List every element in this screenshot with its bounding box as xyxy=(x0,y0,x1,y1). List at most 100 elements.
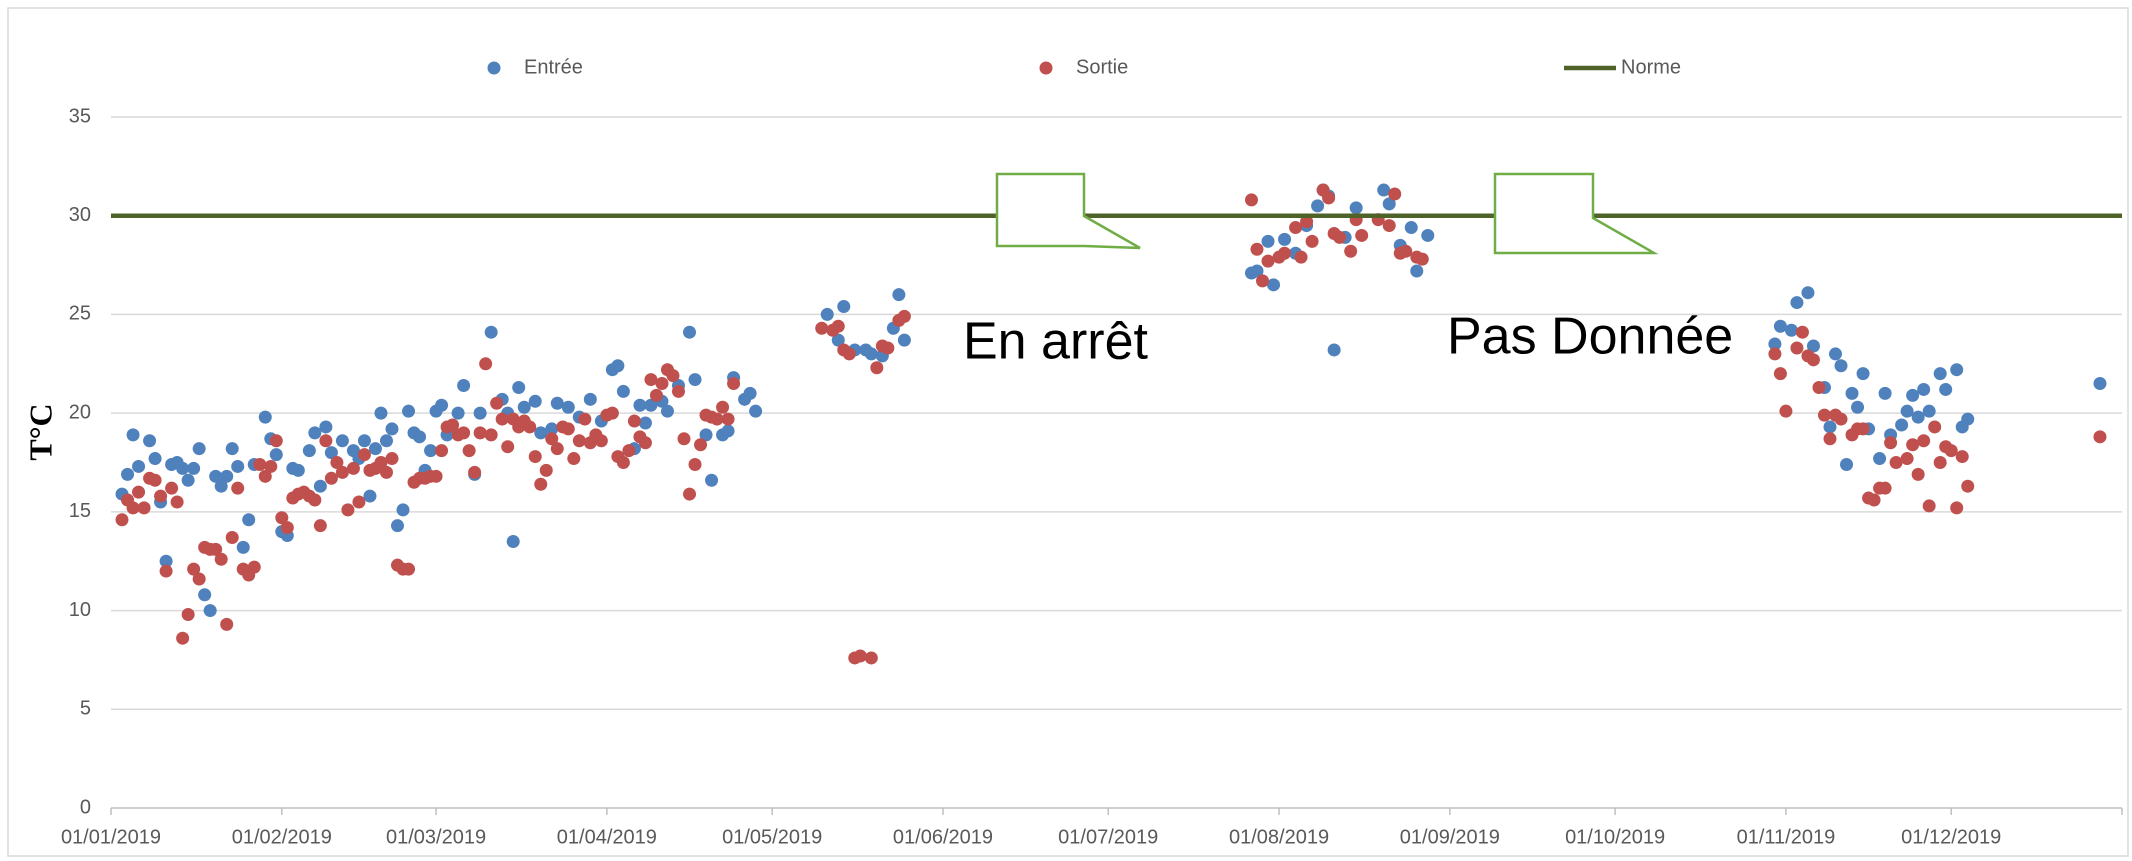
point xyxy=(1928,420,1942,434)
point xyxy=(1784,323,1798,337)
point xyxy=(881,341,895,355)
point xyxy=(1311,199,1325,213)
point xyxy=(627,414,641,428)
point xyxy=(363,489,377,503)
y-tick-label: 20 xyxy=(69,401,91,423)
point xyxy=(1267,278,1281,292)
point xyxy=(148,473,162,487)
point xyxy=(170,495,184,509)
point xyxy=(176,461,190,475)
point xyxy=(815,321,829,335)
point xyxy=(567,452,581,466)
point xyxy=(1404,221,1418,235)
point xyxy=(1829,347,1843,361)
point xyxy=(1812,380,1826,394)
point xyxy=(578,412,592,426)
point xyxy=(402,562,416,576)
point xyxy=(308,493,322,507)
point xyxy=(1906,388,1920,402)
point xyxy=(683,325,697,339)
point xyxy=(528,394,542,408)
point xyxy=(1856,422,1870,436)
y-tick-label: 0 xyxy=(80,796,91,818)
point xyxy=(820,307,834,321)
point xyxy=(1933,367,1947,381)
point xyxy=(1322,191,1336,205)
point xyxy=(341,503,355,517)
point xyxy=(302,444,316,458)
annotation: En arrêt xyxy=(963,313,1149,371)
y-tick-label: 30 xyxy=(69,204,91,226)
point xyxy=(1261,254,1275,268)
point xyxy=(468,465,482,479)
point xyxy=(319,434,333,448)
point xyxy=(159,554,173,568)
point xyxy=(126,501,140,515)
legend-label: Sortie xyxy=(1076,56,1128,78)
point xyxy=(484,325,498,339)
point xyxy=(534,477,548,491)
point xyxy=(1415,252,1429,266)
point xyxy=(115,513,129,527)
point xyxy=(126,428,140,442)
point xyxy=(1884,436,1898,450)
point xyxy=(892,288,906,302)
point xyxy=(572,434,586,448)
point xyxy=(1895,418,1909,432)
point xyxy=(1878,481,1892,495)
point xyxy=(1327,343,1341,357)
point xyxy=(1355,228,1369,242)
point xyxy=(1817,408,1831,422)
point xyxy=(671,384,685,398)
point xyxy=(605,406,619,420)
point xyxy=(435,398,449,412)
point xyxy=(716,400,730,414)
point xyxy=(853,649,867,663)
point xyxy=(611,359,625,373)
point xyxy=(1906,438,1920,452)
point xyxy=(864,347,878,361)
point xyxy=(1250,264,1264,278)
point xyxy=(1944,444,1958,458)
point xyxy=(1278,246,1292,260)
point xyxy=(495,412,509,426)
point xyxy=(666,369,680,383)
point xyxy=(550,396,564,410)
point xyxy=(517,400,531,414)
x-tick-label: 01/04/2019 xyxy=(557,826,657,848)
point xyxy=(638,416,652,430)
point xyxy=(247,560,261,574)
point xyxy=(220,617,234,631)
point xyxy=(1256,274,1270,288)
point xyxy=(749,404,763,418)
point xyxy=(242,513,256,527)
point xyxy=(1795,325,1809,339)
point xyxy=(225,442,239,456)
point xyxy=(121,467,135,481)
point xyxy=(473,426,487,440)
point xyxy=(1278,232,1292,246)
point xyxy=(534,426,548,440)
point xyxy=(203,604,217,618)
point xyxy=(842,347,856,361)
point xyxy=(545,422,559,436)
y-tick-label: 10 xyxy=(69,599,91,621)
point xyxy=(721,412,735,426)
point xyxy=(528,450,542,464)
point xyxy=(1377,183,1391,197)
callout-box xyxy=(995,172,1141,250)
point xyxy=(512,380,526,394)
point xyxy=(490,396,504,410)
point xyxy=(231,481,245,495)
point xyxy=(1250,242,1264,256)
point xyxy=(660,404,674,418)
point xyxy=(616,384,630,398)
point xyxy=(176,631,190,645)
point xyxy=(1911,467,1925,481)
point xyxy=(1305,234,1319,248)
point xyxy=(1790,341,1804,355)
point xyxy=(649,388,663,402)
point xyxy=(550,442,564,456)
